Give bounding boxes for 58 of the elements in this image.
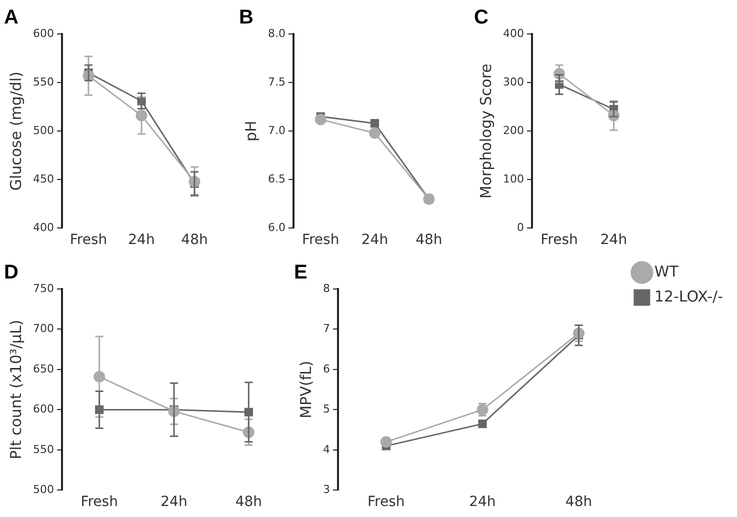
y-tick-label: 200: [502, 124, 524, 137]
x-tick-label: 48h: [416, 232, 442, 248]
chart-title: B: [239, 6, 254, 29]
y-tick-label: 600: [32, 26, 54, 40]
y-tick-label: 4: [323, 442, 330, 456]
y-axis-title: Plt count (x10³/µL): [6, 320, 25, 460]
y-tick-label: 450: [32, 172, 54, 186]
y-axis-title: Morphology Score: [476, 64, 495, 199]
y-tick-label: 6.5: [268, 172, 286, 186]
chart-title: C: [474, 6, 488, 29]
x-tick-label: 24h: [469, 494, 496, 510]
x-tick-label: 48h: [235, 494, 262, 510]
y-tick-label: 3: [323, 483, 330, 496]
y-tick-label: 500: [32, 483, 54, 496]
y-axis-title: Glucose (mg/dl): [6, 72, 25, 191]
x-tick-label: Fresh: [540, 232, 578, 248]
x-tick-label: 48h: [565, 494, 592, 510]
y-axis-title: MPV(fL): [296, 360, 315, 418]
x-tick-label: 24h: [160, 494, 188, 510]
legend-label: 12-LOX-/-: [654, 287, 723, 306]
y-tick-label: 6.0: [268, 221, 286, 234]
y-tick-label: 6: [323, 362, 330, 376]
x-tick-label: 24h: [128, 232, 155, 248]
y-tick-label: 650: [32, 362, 54, 376]
point: [380, 436, 392, 448]
y-tick-label: 8: [323, 282, 330, 295]
y-tick-label: 7.0: [268, 124, 286, 137]
y-tick-label: 550: [32, 75, 54, 88]
y-tick-label: 8.0: [268, 26, 286, 40]
chart-title: A: [4, 6, 18, 29]
y-tick-label: 100: [502, 172, 524, 186]
y-tick-label: 750: [32, 282, 54, 295]
y-tick-label: 550: [32, 442, 54, 456]
x-tick-label: Fresh: [368, 494, 405, 510]
point: [478, 420, 487, 428]
y-tick-label: 0: [516, 221, 524, 234]
y-tick-label: 7: [323, 322, 330, 336]
point: [314, 114, 326, 126]
x-tick-label: Fresh: [70, 232, 108, 248]
x-tick-label: Fresh: [302, 232, 340, 248]
x-tick-label: Fresh: [80, 494, 118, 510]
y-tick-label: 500: [32, 124, 54, 137]
x-tick-label: 24h: [600, 232, 628, 248]
y-tick-label: 300: [502, 75, 524, 88]
y-tick-label: 7.5: [268, 75, 286, 88]
y-tick-label: 600: [32, 402, 54, 416]
y-tick-label: 700: [32, 322, 54, 336]
y-tick-label: 5: [323, 402, 330, 416]
y-tick-label: 400: [32, 221, 54, 234]
chart-title: D: [4, 262, 18, 284]
y-axis-title: pH: [242, 120, 260, 142]
point: [370, 119, 380, 128]
chart-title: E: [294, 262, 308, 284]
legend-label: WT: [654, 262, 680, 280]
y-tick-label: 400: [502, 26, 524, 40]
x-tick-label: 48h: [181, 232, 208, 248]
x-tick-label: 24h: [361, 232, 388, 248]
point: [368, 127, 380, 139]
